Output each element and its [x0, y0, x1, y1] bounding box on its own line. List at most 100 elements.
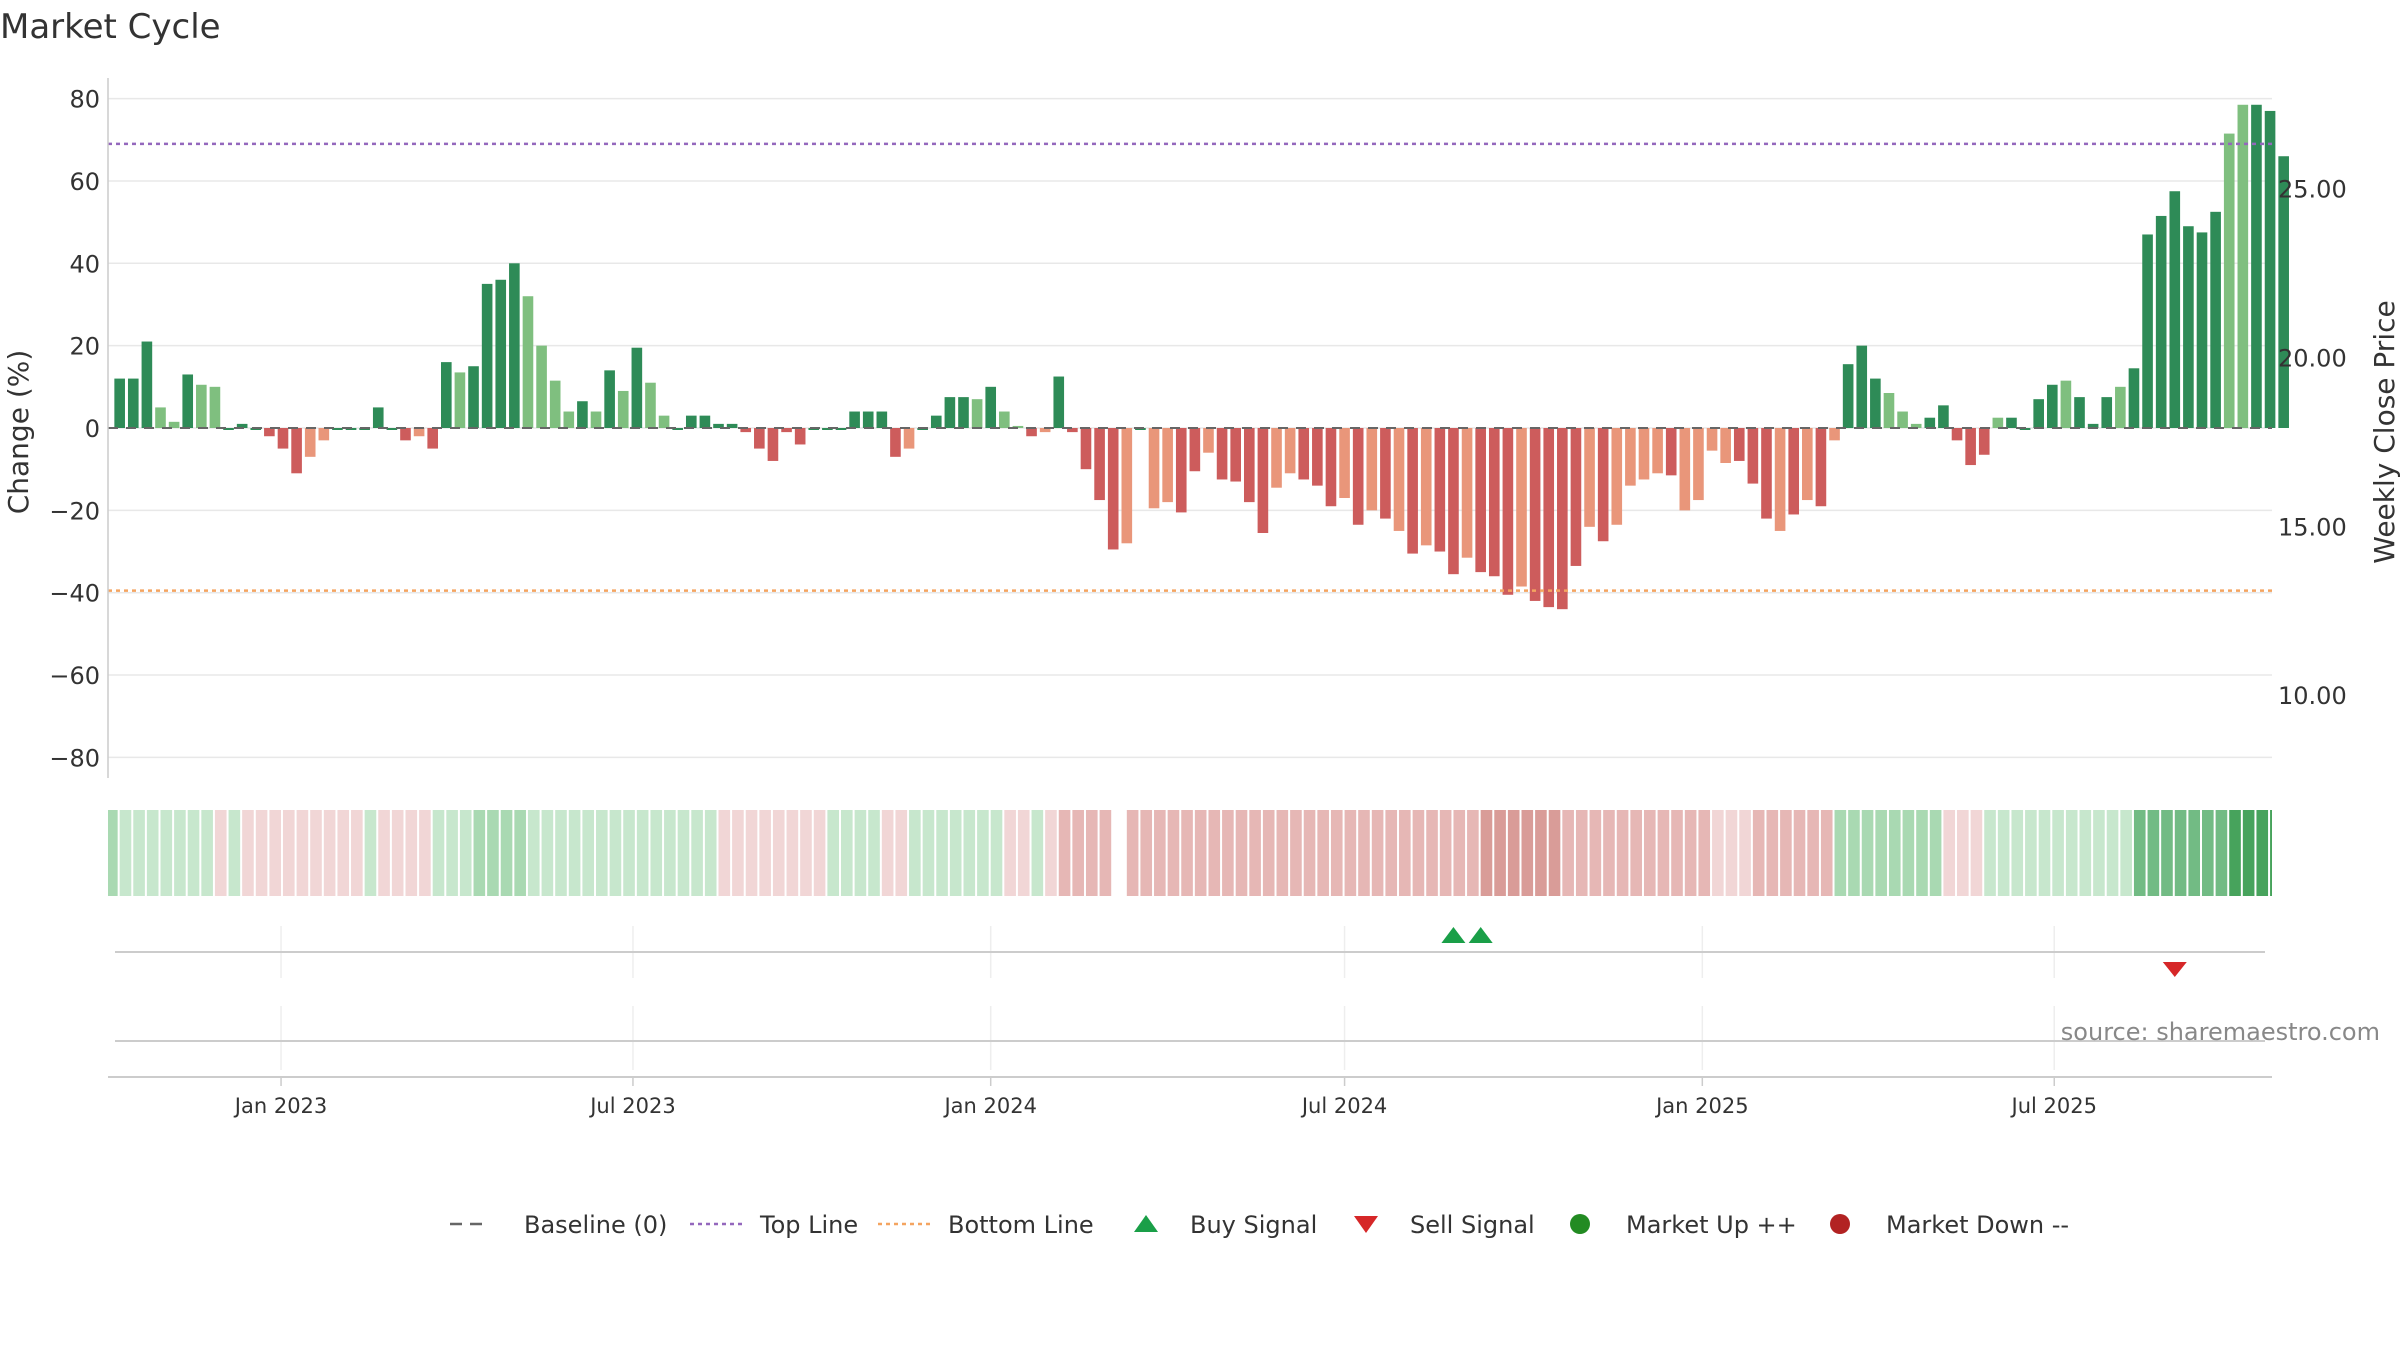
bar [1829, 428, 1840, 441]
market-band-cell [296, 810, 309, 896]
bar [1012, 425, 1024, 428]
legend-swatch [1570, 1214, 1590, 1234]
market-band-cell [1358, 810, 1370, 896]
market-band-cell [228, 810, 241, 896]
bar [2142, 234, 2153, 428]
market-band-cell [174, 810, 186, 896]
market-band-cell [1480, 810, 1493, 896]
x-tick-label: Jul 2023 [588, 1094, 675, 1118]
bar [835, 428, 847, 430]
market-band-cell [2229, 810, 2241, 896]
market-band-cell [242, 810, 254, 896]
bar [740, 428, 752, 433]
market-band-cell [772, 810, 785, 896]
market-band-cell [800, 810, 812, 896]
bar [1924, 417, 1936, 428]
bar [1216, 428, 1228, 480]
legend-label: Bottom Line [948, 1211, 1094, 1239]
signal-markers [1441, 927, 2187, 977]
market-band-cell [2079, 810, 2092, 896]
bar [2264, 110, 2276, 429]
market-band-cell [1099, 810, 1112, 896]
y-tick-label: −40 [49, 580, 100, 608]
market-band-cell [1916, 810, 1928, 896]
market-band-cell [1793, 810, 1806, 896]
bar [1339, 428, 1350, 498]
market-band-cell [827, 810, 839, 896]
legend-item: Sell Signal [1354, 1211, 1535, 1239]
market-band-cell [378, 810, 390, 896]
bar [209, 386, 221, 428]
market-band-cell [650, 810, 663, 896]
bar [413, 428, 425, 437]
market-band-cell [936, 810, 948, 896]
legend-item: Bottom Line [878, 1211, 1094, 1239]
bar [726, 423, 738, 428]
market-band-cell [1262, 810, 1275, 896]
bar [1557, 428, 1568, 610]
market-band-cell [541, 810, 554, 896]
bar [849, 411, 860, 428]
market-band-cell [1657, 810, 1670, 896]
legend-swatch [1830, 1214, 1850, 1234]
market-band-cell [718, 810, 731, 896]
legend-item: Market Down -- [1830, 1211, 2069, 1239]
market-band-cell [1426, 810, 1438, 896]
bar [522, 296, 534, 428]
legend-item: Top Line [690, 1211, 858, 1239]
market-band-cell [1725, 810, 1738, 896]
bar [1312, 428, 1323, 486]
legend-label: Top Line [759, 1211, 858, 1239]
market-band-cell [1194, 810, 1207, 896]
market-band-cell [1317, 810, 1329, 896]
bar [1720, 428, 1731, 463]
bar [1393, 428, 1405, 531]
bar [1298, 428, 1310, 480]
y-tick-label: −20 [49, 497, 100, 525]
bar [372, 407, 384, 428]
bar [2115, 386, 2126, 428]
y-tick-label: 60 [69, 168, 100, 196]
market-band-cell [1616, 810, 1629, 896]
bar [1080, 428, 1092, 470]
market-band-cell [2106, 810, 2119, 896]
market-band-cell [1535, 810, 1547, 896]
bar [1638, 428, 1650, 480]
market-band-cell [2038, 810, 2051, 896]
market-band-cell [786, 810, 799, 896]
bar [604, 370, 615, 428]
market-band-cell [2133, 810, 2146, 896]
bar [672, 428, 683, 430]
bar [1461, 428, 1473, 558]
market-band-cell [405, 810, 418, 896]
bar [386, 428, 398, 430]
bar [141, 341, 153, 428]
bar [304, 428, 316, 457]
market-band-cell [1888, 810, 1901, 896]
market-band-cell [487, 810, 499, 896]
bar [1407, 428, 1418, 554]
market-band-cell [1385, 810, 1398, 896]
bar [1107, 428, 1119, 550]
market-band-cell [1072, 810, 1084, 896]
market-band-cell [146, 810, 159, 896]
market-band-cell [2256, 810, 2269, 896]
y-tick-label: 0 [85, 415, 100, 443]
bar [127, 378, 139, 428]
market-band-cell [1412, 810, 1425, 896]
bar [645, 382, 656, 428]
market-band-cell [2120, 810, 2132, 896]
bar [794, 428, 806, 445]
legend-label: Sell Signal [1410, 1211, 1535, 1239]
market-band-cell [623, 810, 635, 896]
market-band-cell [1684, 810, 1697, 896]
bar [1693, 428, 1704, 501]
y-tick-label: 40 [69, 250, 100, 278]
bar [168, 421, 180, 428]
bar [114, 378, 125, 428]
bar [1665, 428, 1677, 476]
market-band-cell [1929, 810, 1942, 896]
market-band-cell [636, 810, 649, 896]
source-label: source: sharemaestro.com [2061, 1018, 2380, 1046]
market-band-cell [1671, 810, 1683, 896]
